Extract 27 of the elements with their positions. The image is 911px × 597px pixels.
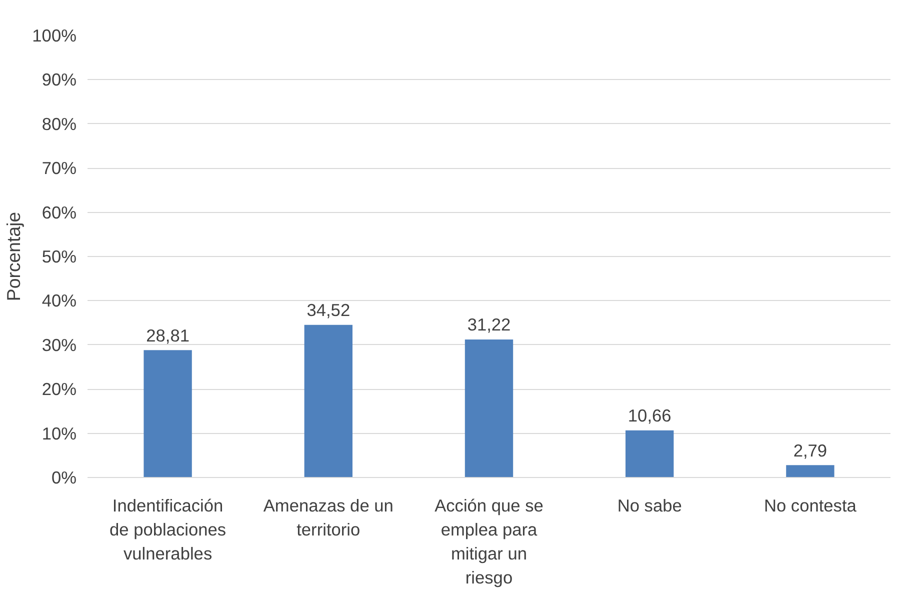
data-label: 2,79 xyxy=(793,440,828,460)
data-label: 34,52 xyxy=(306,300,350,320)
y-tick-label: 60% xyxy=(42,202,77,222)
y-tick-label: 40% xyxy=(42,290,77,311)
bar xyxy=(304,324,352,478)
bar xyxy=(626,430,674,478)
x-tick-label: Indentificación de poblaciones vulnerables xyxy=(110,496,226,564)
y-tick-label: 70% xyxy=(42,158,77,178)
bar xyxy=(144,350,192,478)
y-tick-label: 20% xyxy=(42,379,77,400)
x-tick-label: No sabe xyxy=(617,496,682,516)
y-axis-title: Porcentaje xyxy=(3,212,24,302)
x-tick-label: No contesta xyxy=(764,496,857,516)
y-tick-label: 90% xyxy=(42,70,77,90)
bar xyxy=(464,340,514,478)
data-label: 31,22 xyxy=(467,314,511,335)
y-tick-label: 100% xyxy=(32,26,77,46)
y-tick-label: 80% xyxy=(42,114,77,134)
data-label: 28,81 xyxy=(146,325,190,346)
y-tick-label: 30% xyxy=(42,334,77,355)
data-label: 10,66 xyxy=(628,406,672,426)
bar xyxy=(786,465,834,478)
x-tick-label: Amenazas de un territorio xyxy=(263,496,394,540)
y-tick-label: 10% xyxy=(42,423,77,444)
y-tick-label: 0% xyxy=(51,468,76,488)
x-tick-label: Acción que se emplea para mitigar un riesgo xyxy=(434,496,544,588)
y-tick-label: 50% xyxy=(42,246,77,266)
